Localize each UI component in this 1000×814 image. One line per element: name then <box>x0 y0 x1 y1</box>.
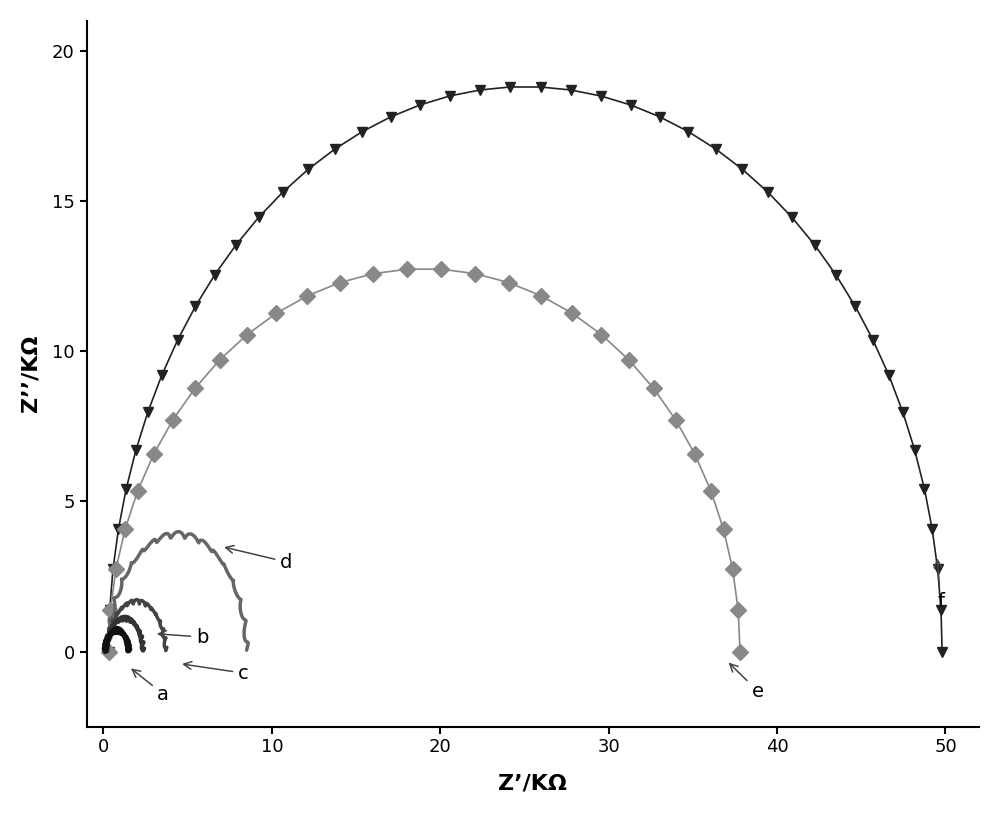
Y-axis label: Z’’/KΩ: Z’’/KΩ <box>21 335 41 413</box>
Text: b: b <box>158 628 208 646</box>
Text: e: e <box>730 663 764 701</box>
Text: d: d <box>226 545 293 571</box>
Text: f: f <box>934 560 944 610</box>
Text: a: a <box>132 669 169 703</box>
X-axis label: Z’/KΩ: Z’/KΩ <box>498 773 567 793</box>
Text: c: c <box>184 662 249 683</box>
